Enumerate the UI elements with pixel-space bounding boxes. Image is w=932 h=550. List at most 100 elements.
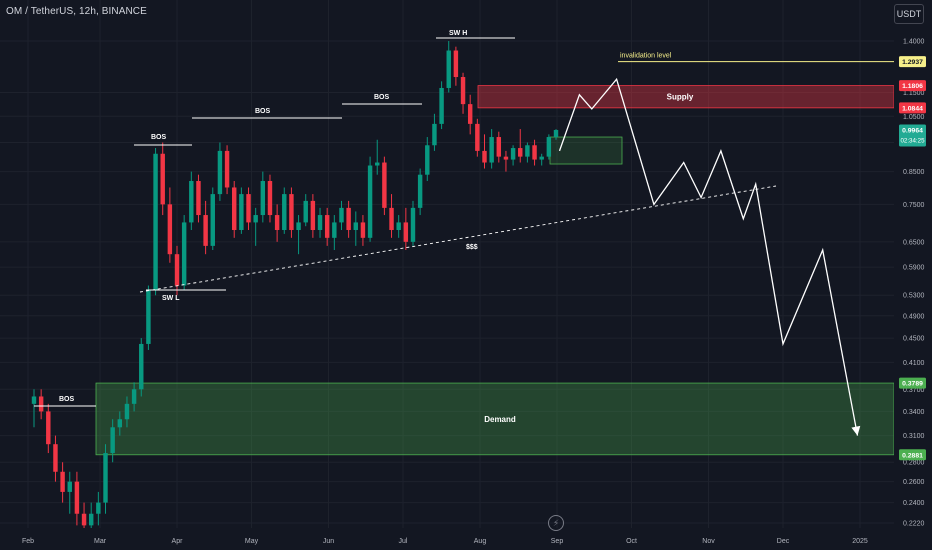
- y-tick-label: 0.3100: [903, 433, 925, 440]
- candle: [181, 215, 187, 291]
- candle: [67, 471, 72, 514]
- demand-zone[interactable]: [95, 382, 895, 456]
- projection-arrowhead: [851, 425, 861, 436]
- candle-body: [382, 162, 387, 208]
- candle: [239, 187, 244, 234]
- candle: [217, 142, 223, 201]
- projection-path[interactable]: [558, 77, 859, 436]
- y-tick-label: 0.3400: [903, 409, 925, 416]
- annotation-lines: invalidation level BOS BOS BOS BOS SW H …: [34, 30, 894, 407]
- candle: [224, 145, 230, 195]
- price-badge-text: 0.2881: [902, 452, 923, 459]
- candle: [153, 148, 158, 296]
- candle: [403, 207, 409, 250]
- candle-body: [189, 181, 194, 223]
- candle: [110, 419, 115, 463]
- candle: [532, 139, 537, 166]
- y-tick-label: 0.2400: [903, 500, 925, 507]
- candle-body: [139, 343, 144, 390]
- candle: [174, 245, 180, 296]
- x-tick-label: Apr: [172, 538, 184, 545]
- price-badge[interactable]: 0.9964 02:34:25: [899, 124, 926, 147]
- candle-body: [246, 194, 251, 223]
- entry-box[interactable]: [549, 136, 623, 165]
- x-tick-label: Nov: [702, 538, 715, 545]
- invalidation-label: invalidation level: [620, 53, 672, 60]
- candle: [460, 72, 466, 114]
- candle-body: [310, 200, 316, 231]
- candle-body: [267, 181, 273, 216]
- candle: [489, 129, 494, 169]
- price-badge[interactable]: 1.2937: [899, 56, 926, 68]
- candle: [189, 171, 194, 231]
- currency-button[interactable]: USDT: [894, 4, 924, 24]
- x-tick-label: Jun: [323, 538, 334, 545]
- price-badge-bg: [899, 80, 926, 92]
- candle: [296, 215, 301, 255]
- candle-body: [503, 156, 509, 160]
- y-tick-label: 0.2600: [903, 479, 925, 486]
- candle: [160, 142, 165, 216]
- candle-body: [196, 181, 201, 216]
- candle-body: [203, 215, 208, 246]
- y-tick-label: 0.3700: [903, 387, 925, 394]
- y-tick-label: 0.6500: [903, 239, 925, 246]
- candle-body: [460, 77, 466, 105]
- x-tick-label: Aug: [474, 538, 487, 545]
- candle: [246, 187, 251, 231]
- sw-h-label: SW H: [449, 30, 467, 37]
- price-badge[interactable]: 1.1806: [899, 80, 926, 92]
- candle-body: [296, 222, 301, 231]
- candle-body: [282, 194, 287, 231]
- candle-body: [81, 513, 87, 526]
- candle-body: [160, 153, 165, 205]
- bos-label-4: BOS: [374, 94, 390, 101]
- candle-body: [339, 207, 344, 223]
- candle-body: [253, 215, 258, 223]
- candle: [553, 129, 559, 140]
- x-tick-label: May: [245, 538, 259, 545]
- candle: [253, 207, 258, 246]
- candle-body: [74, 481, 80, 514]
- x-tick-label: Feb: [22, 538, 34, 545]
- candle: [467, 94, 473, 135]
- candle: [439, 81, 444, 130]
- price-badge[interactable]: 0.3789: [899, 377, 926, 389]
- x-tick-label: Sep: [551, 538, 564, 545]
- price-badge-bg: [899, 377, 926, 389]
- time-axis[interactable]: Feb Mar Apr May Jun Jul Aug Sep Oct Nov Dec 2025: [22, 538, 868, 545]
- candle: [203, 200, 208, 255]
- candles-layer: [31, 41, 559, 538]
- candle-body: [103, 453, 108, 503]
- candle-body: [96, 502, 101, 514]
- replay-icon[interactable]: ⚡: [548, 515, 564, 531]
- price-badge[interactable]: 0.2881: [899, 449, 926, 461]
- candle-body: [289, 194, 294, 231]
- candle-body: [532, 145, 537, 160]
- candle: [274, 204, 280, 242]
- candle-body: [38, 396, 44, 412]
- candle: [496, 131, 502, 163]
- candle: [146, 285, 151, 350]
- candle-body: [260, 181, 266, 216]
- candle: [503, 150, 509, 172]
- y-tick-label: 1.1500: [903, 90, 925, 97]
- candle-body: [232, 187, 237, 231]
- candle-body: [446, 50, 451, 88]
- price-axis[interactable]: 0.2220 0.2400 0.2600 0.2800 0.3100 0.3400 0.37…: [903, 39, 925, 528]
- candle: [360, 215, 366, 246]
- candle-body: [174, 254, 180, 286]
- candle-body: [324, 215, 330, 238]
- candle: [60, 462, 65, 503]
- candle: [410, 200, 416, 246]
- candle-body: [210, 194, 215, 246]
- bos-label-3: BOS: [255, 108, 271, 115]
- y-tick-label: 1.0500: [903, 114, 925, 121]
- candle: [317, 207, 323, 238]
- candle-body: [146, 290, 151, 344]
- candle-body: [239, 194, 244, 231]
- price-badge[interactable]: 1.0844: [899, 102, 926, 114]
- candle-body: [117, 419, 123, 428]
